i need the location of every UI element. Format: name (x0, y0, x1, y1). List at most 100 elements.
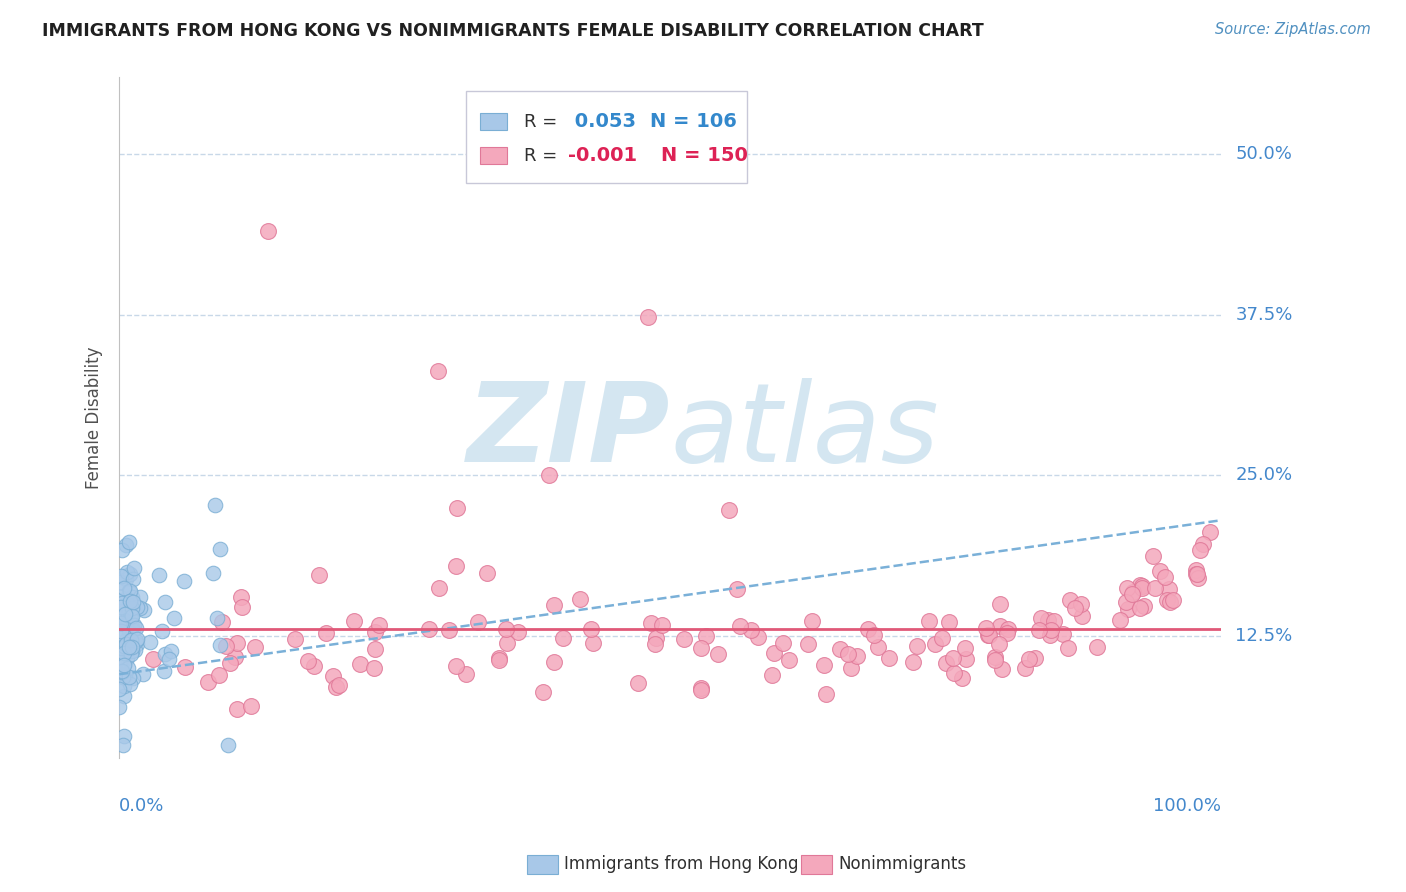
Point (115, 637, 138, 651)
Point (121, 572, 143, 586)
Point (1129, 600, 1152, 615)
Text: atlas: atlas (671, 377, 939, 484)
Point (1187, 571, 1209, 585)
Text: 25.0%: 25.0% (1236, 467, 1292, 484)
Point (197, 675, 219, 690)
Point (830, 641, 852, 656)
Point (112, 581, 135, 595)
Point (488, 650, 510, 665)
Point (108, 591, 131, 605)
Point (1157, 582, 1180, 596)
Point (1036, 613, 1059, 627)
Point (127, 632, 149, 647)
Point (644, 637, 666, 651)
Point (761, 668, 783, 682)
Point (689, 682, 711, 697)
Point (508, 624, 530, 639)
Y-axis label: Female Disability: Female Disability (86, 346, 103, 489)
Text: 12.5%: 12.5% (1236, 627, 1292, 645)
FancyBboxPatch shape (479, 147, 508, 164)
Point (108, 574, 131, 589)
Point (112, 610, 135, 624)
Point (322, 669, 344, 683)
Text: 0.0%: 0.0% (120, 797, 165, 814)
Point (950, 671, 973, 685)
Point (1133, 599, 1156, 614)
Point (125, 637, 148, 651)
Point (931, 631, 953, 645)
Point (725, 582, 748, 596)
Point (1129, 578, 1152, 592)
Point (740, 624, 762, 638)
Point (1059, 593, 1081, 607)
Point (1116, 582, 1139, 596)
Point (128, 590, 150, 604)
Text: R =: R = (523, 112, 562, 130)
Point (905, 640, 928, 654)
Point (124, 642, 146, 657)
Point (1122, 584, 1144, 599)
Point (118, 583, 141, 598)
Point (112, 640, 135, 654)
Point (120, 633, 142, 648)
Point (111, 665, 134, 679)
Point (495, 622, 517, 636)
Point (132, 667, 155, 681)
Point (1070, 598, 1092, 612)
Point (1185, 566, 1208, 581)
Point (543, 598, 565, 612)
Point (1115, 595, 1137, 609)
Point (217, 738, 239, 752)
Point (125, 621, 148, 635)
Point (120, 598, 142, 612)
Point (125, 599, 148, 614)
Point (637, 310, 659, 325)
Point (988, 618, 1011, 632)
Point (302, 658, 325, 673)
Point (114, 668, 136, 682)
Point (1064, 601, 1087, 615)
Point (108, 597, 131, 611)
Point (121, 620, 143, 634)
Point (640, 615, 662, 630)
Point (1039, 628, 1062, 642)
Point (112, 657, 135, 671)
Point (814, 687, 837, 701)
Point (231, 590, 253, 604)
Point (813, 658, 835, 673)
Point (1071, 609, 1094, 624)
Point (437, 623, 460, 637)
Point (224, 650, 246, 665)
Point (174, 659, 197, 673)
Point (315, 625, 337, 640)
Point (1144, 582, 1167, 596)
Point (159, 644, 181, 658)
Point (427, 582, 450, 596)
Point (1109, 613, 1132, 627)
Point (134, 602, 156, 616)
Point (121, 590, 143, 604)
Point (112, 730, 135, 744)
Point (943, 666, 966, 681)
Point (924, 637, 946, 651)
Text: 37.5%: 37.5% (1236, 306, 1292, 324)
Point (117, 661, 139, 675)
Point (110, 659, 132, 673)
Point (117, 534, 139, 549)
Point (582, 636, 605, 650)
Point (118, 567, 141, 582)
Text: IMMIGRANTS FROM HONG KONG VS NONIMMIGRANTS FEMALE DISABILITY CORRELATION CHART: IMMIGRANTS FROM HONG KONG VS NONIMMIGRAN… (42, 22, 984, 40)
Point (121, 644, 143, 658)
Point (801, 614, 824, 628)
Point (157, 651, 180, 665)
Point (879, 651, 901, 665)
Point (364, 641, 387, 656)
Point (1159, 595, 1181, 609)
Point (762, 646, 785, 660)
Point (111, 543, 134, 558)
Point (120, 592, 142, 607)
Point (108, 700, 131, 714)
Point (1024, 650, 1046, 665)
Point (122, 618, 145, 632)
Point (118, 625, 141, 640)
